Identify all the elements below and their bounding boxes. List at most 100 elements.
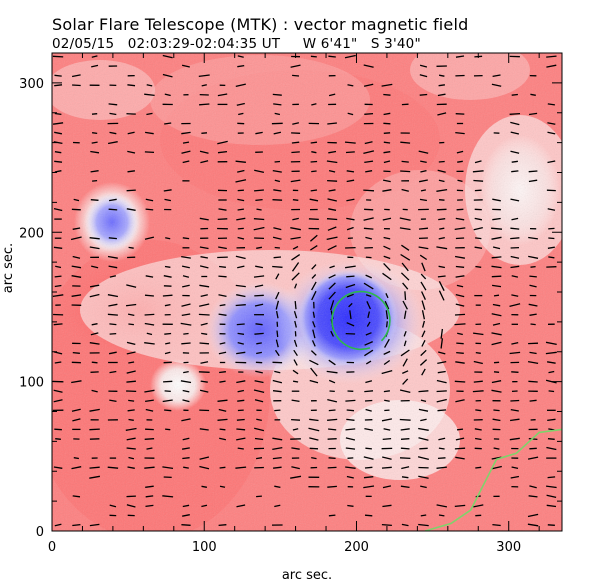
field-vector <box>235 179 247 183</box>
field-vector <box>274 485 281 489</box>
field-vector <box>511 341 519 345</box>
field-vector <box>291 447 300 450</box>
field-vector <box>366 321 371 327</box>
axis-ticks: 0 100 200 300 0 100 200 300 <box>19 52 562 555</box>
field-vector <box>272 265 283 268</box>
field-vector <box>54 170 62 173</box>
field-vector <box>254 294 264 297</box>
field-vector <box>255 323 263 326</box>
field-vector <box>493 294 500 297</box>
field-vector <box>144 322 155 326</box>
field-vector <box>183 332 189 335</box>
field-vector <box>420 349 427 357</box>
field-vector <box>126 351 136 355</box>
field-vector <box>400 349 410 357</box>
field-vector <box>144 342 155 345</box>
field-vector <box>545 341 557 346</box>
field-vector <box>311 340 316 347</box>
field-vector <box>383 122 391 125</box>
field-vector <box>420 169 427 173</box>
field-vector <box>491 227 503 230</box>
field-vector <box>54 74 62 77</box>
field-vector <box>219 380 226 383</box>
field-vector <box>253 226 265 231</box>
field-vector <box>546 446 557 451</box>
field-vector <box>547 208 556 211</box>
field-vector <box>309 418 319 422</box>
field-vector <box>345 399 356 402</box>
field-vector <box>144 151 155 154</box>
field-vector <box>199 284 210 288</box>
field-vector <box>219 342 226 345</box>
field-vector <box>291 141 300 144</box>
field-vector <box>272 390 282 393</box>
field-vector <box>91 265 99 269</box>
field-vector <box>273 466 282 469</box>
field-vector <box>328 150 337 154</box>
field-vector <box>290 236 301 240</box>
field-vector <box>421 300 426 310</box>
field-vector <box>53 122 64 125</box>
field-vector <box>456 351 464 354</box>
field-vector <box>128 418 134 421</box>
field-vector <box>456 428 464 431</box>
field-vector <box>274 349 280 357</box>
field-vector <box>108 198 117 202</box>
field-vector <box>492 322 501 326</box>
field-vector <box>328 189 336 192</box>
field-vector <box>54 284 62 288</box>
field-vector <box>291 151 300 154</box>
field-vector <box>273 256 282 259</box>
field-vector <box>255 370 263 374</box>
field-vector <box>437 409 447 412</box>
field-vector <box>419 254 428 261</box>
field-vector <box>381 83 393 87</box>
field-vector <box>274 246 280 249</box>
field-vector <box>383 236 391 240</box>
field-vector <box>510 408 519 412</box>
field-vector <box>437 370 446 374</box>
field-vector <box>421 310 426 320</box>
field-vector <box>492 198 501 202</box>
field-vector <box>436 379 447 384</box>
field-vector <box>165 342 171 345</box>
field-vector <box>364 466 373 469</box>
field-vector <box>402 282 409 290</box>
field-vector <box>455 303 465 307</box>
field-vector <box>91 55 98 58</box>
field-vector <box>272 437 283 441</box>
field-vector <box>455 131 465 135</box>
field-vector <box>107 466 119 469</box>
field-vector <box>128 456 135 460</box>
field-vector <box>438 265 446 269</box>
field-vector <box>164 303 171 307</box>
field-vector <box>217 93 228 97</box>
field-vector <box>529 112 538 116</box>
field-vector <box>438 290 445 301</box>
field-vector <box>510 475 520 479</box>
field-vector <box>418 437 429 441</box>
field-vector <box>327 122 337 125</box>
field-vector <box>438 199 445 201</box>
field-vector <box>363 476 374 479</box>
field-vector <box>89 466 100 469</box>
field-vector <box>510 418 520 422</box>
field-vector <box>126 284 137 288</box>
field-vector <box>546 361 556 364</box>
field-vector <box>219 485 226 488</box>
field-vector <box>219 304 226 307</box>
field-vector <box>182 504 190 508</box>
field-vector <box>328 291 336 300</box>
field-vector <box>366 301 371 310</box>
field-vector <box>72 523 81 527</box>
field-vector <box>474 428 482 431</box>
field-vector <box>126 437 136 441</box>
field-vector <box>311 281 317 291</box>
field-vector <box>439 227 445 230</box>
field-vector <box>530 265 536 268</box>
field-vector <box>347 84 354 87</box>
field-vector <box>309 379 319 384</box>
field-vector <box>345 265 356 269</box>
field-vector <box>511 371 519 373</box>
field-vector <box>217 399 228 402</box>
